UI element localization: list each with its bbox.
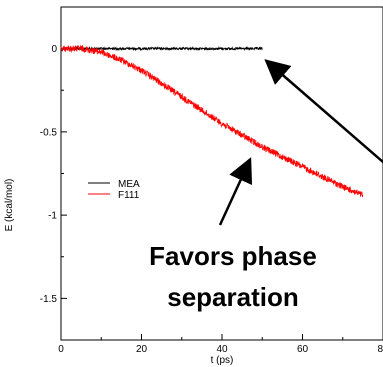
annotation-arrow-f111 bbox=[218, 157, 253, 226]
y-tick-label: -1.5 bbox=[40, 294, 58, 305]
x-axis-label: t (ps) bbox=[211, 355, 234, 366]
axis-tick-labels: 0 20 40 60 80 0 -0.5 -1 -1.5 bbox=[40, 44, 383, 355]
x-tick-label: 60 bbox=[297, 344, 309, 355]
x-tick-label: 20 bbox=[136, 344, 148, 355]
legend-label-mea: MEA bbox=[118, 179, 140, 190]
legend: MEA F111 bbox=[88, 179, 140, 201]
y-axis-label: E (kcal/mol) bbox=[4, 179, 15, 232]
axis-ticks bbox=[60, 48, 383, 340]
x-tick-label: 80 bbox=[377, 344, 383, 355]
annotation-line-2: separation bbox=[167, 282, 299, 312]
annotation-line-1: Favors phase bbox=[149, 241, 317, 271]
annotation-arrow-mea bbox=[264, 59, 383, 163]
y-tick-label: -1 bbox=[48, 211, 57, 222]
y-tick-label: 0 bbox=[51, 44, 57, 55]
legend-label-f111: F111 bbox=[118, 190, 140, 201]
y-tick-label: -0.5 bbox=[40, 127, 58, 138]
x-tick-label: 40 bbox=[216, 344, 228, 355]
series-layer bbox=[60, 44, 364, 198]
x-tick-label: 0 bbox=[58, 344, 64, 355]
series-line-f111 bbox=[60, 44, 364, 198]
